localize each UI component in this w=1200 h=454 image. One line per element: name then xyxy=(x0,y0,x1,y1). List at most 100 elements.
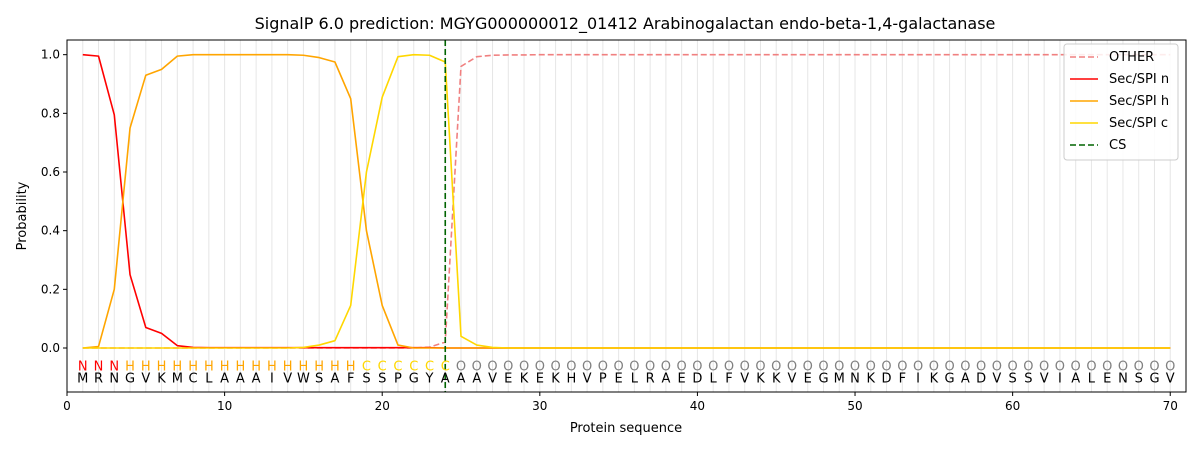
legend-label: Sec/SPI n xyxy=(1109,72,1169,87)
region-label: O xyxy=(881,360,891,375)
region-label: H xyxy=(157,360,167,375)
residue-label: V xyxy=(1040,371,1049,386)
region-label: O xyxy=(755,360,765,375)
region-label: O xyxy=(992,360,1002,375)
region-label: O xyxy=(913,360,923,375)
vertical-grid xyxy=(82,40,1171,392)
residue-label: I xyxy=(916,371,920,386)
region-label: O xyxy=(550,360,560,375)
region-label: C xyxy=(425,360,434,375)
legend-box xyxy=(1063,43,1179,161)
residue-label: A xyxy=(472,371,481,386)
x-axis-label: Protein sequence xyxy=(570,421,682,436)
residue-label: K xyxy=(930,371,939,386)
residue-label: K xyxy=(756,371,765,386)
residue-label: V xyxy=(583,371,592,386)
x-tick-label: 60 xyxy=(1005,399,1020,413)
region-label: N xyxy=(109,360,119,375)
region-label: O xyxy=(1023,360,1033,375)
region-label: O xyxy=(818,360,828,375)
region-label: H xyxy=(314,360,324,375)
region-label: O xyxy=(708,360,718,375)
residue-label: S xyxy=(1024,371,1032,386)
region-label: O xyxy=(519,360,529,375)
region-label: O xyxy=(976,360,986,375)
residue-label: F xyxy=(725,371,732,386)
region-label: O xyxy=(897,360,907,375)
x-tick-label: 10 xyxy=(217,399,232,413)
legend: OTHER Sec/SPI n Sec/SPI h Sec/SPI c CS xyxy=(1063,43,1179,161)
legend-label: OTHER xyxy=(1109,50,1154,65)
residue-label: G xyxy=(125,371,135,386)
region-label: O xyxy=(1102,360,1112,375)
region-label: H xyxy=(141,360,151,375)
y-tick-label: 1.0 xyxy=(41,48,60,62)
series-line-sec-spi-h xyxy=(82,53,1171,349)
region-label: N xyxy=(94,360,104,375)
residue-label: G xyxy=(409,371,419,386)
x-tick-label: 70 xyxy=(1163,399,1178,413)
y-tick-label: 0.6 xyxy=(41,165,60,179)
residue-label: E xyxy=(504,371,512,386)
residue-label: D xyxy=(882,371,892,386)
residue-label: V xyxy=(141,371,150,386)
region-label: H xyxy=(235,360,245,375)
region-label: O xyxy=(692,360,702,375)
residue-label: M xyxy=(834,371,845,386)
region-label: H xyxy=(125,360,135,375)
legend-label: CS xyxy=(1109,138,1126,153)
residue-label: V xyxy=(740,371,749,386)
region-label: O xyxy=(787,360,797,375)
region-label: O xyxy=(960,360,970,375)
region-label: O xyxy=(929,360,939,375)
residue-label: A xyxy=(1071,371,1080,386)
region-label: O xyxy=(677,360,687,375)
residue-label: D xyxy=(976,371,986,386)
series-line-sec-spi-n xyxy=(82,53,1171,349)
region-label: H xyxy=(330,360,340,375)
residue-label: E xyxy=(615,371,623,386)
residue-label: A xyxy=(961,371,970,386)
residue-label: V xyxy=(788,371,797,386)
region-label: O xyxy=(834,360,844,375)
residue-label: S xyxy=(315,371,323,386)
residue-label: V xyxy=(488,371,497,386)
residue-label: K xyxy=(867,371,876,386)
region-label: O xyxy=(614,360,624,375)
residue-label: G xyxy=(1149,371,1159,386)
residue-label: A xyxy=(661,371,670,386)
y-axis-ticks: 0.0 0.2 0.4 0.6 0.8 1.0 xyxy=(41,48,67,355)
x-tick-label: 30 xyxy=(532,399,547,413)
y-axis-label: Probability xyxy=(15,181,30,250)
region-label: O xyxy=(1165,360,1175,375)
residue-label: S xyxy=(362,371,370,386)
residue-label: H xyxy=(566,371,576,386)
region-label: O xyxy=(1134,360,1144,375)
residue-label: S xyxy=(1135,371,1143,386)
residue-label: E xyxy=(536,371,544,386)
residue-label: A xyxy=(457,371,466,386)
residue-label: D xyxy=(692,371,702,386)
axes-frame xyxy=(66,39,1187,393)
region-label: H xyxy=(220,360,230,375)
region-label: N xyxy=(78,360,88,375)
region-label: O xyxy=(456,360,466,375)
residue-label: M xyxy=(172,371,183,386)
residue-label: L xyxy=(205,371,213,386)
region-label: C xyxy=(362,360,371,375)
residue-label: C xyxy=(189,371,198,386)
region-label: O xyxy=(487,360,497,375)
residue-label: L xyxy=(710,371,718,386)
chart-title: SignalP 6.0 prediction: MGYG000000012_01… xyxy=(255,14,996,34)
region-label: O xyxy=(566,360,576,375)
region-label: O xyxy=(771,360,781,375)
residue-label: N xyxy=(850,371,860,386)
series-line-other xyxy=(82,53,1171,349)
region-label: O xyxy=(1118,360,1128,375)
region-label: H xyxy=(251,360,261,375)
residue-label: P xyxy=(599,371,607,386)
residue-label: K xyxy=(551,371,560,386)
residue-label: F xyxy=(899,371,906,386)
residue-label: A xyxy=(441,371,450,386)
region-label: O xyxy=(629,360,639,375)
